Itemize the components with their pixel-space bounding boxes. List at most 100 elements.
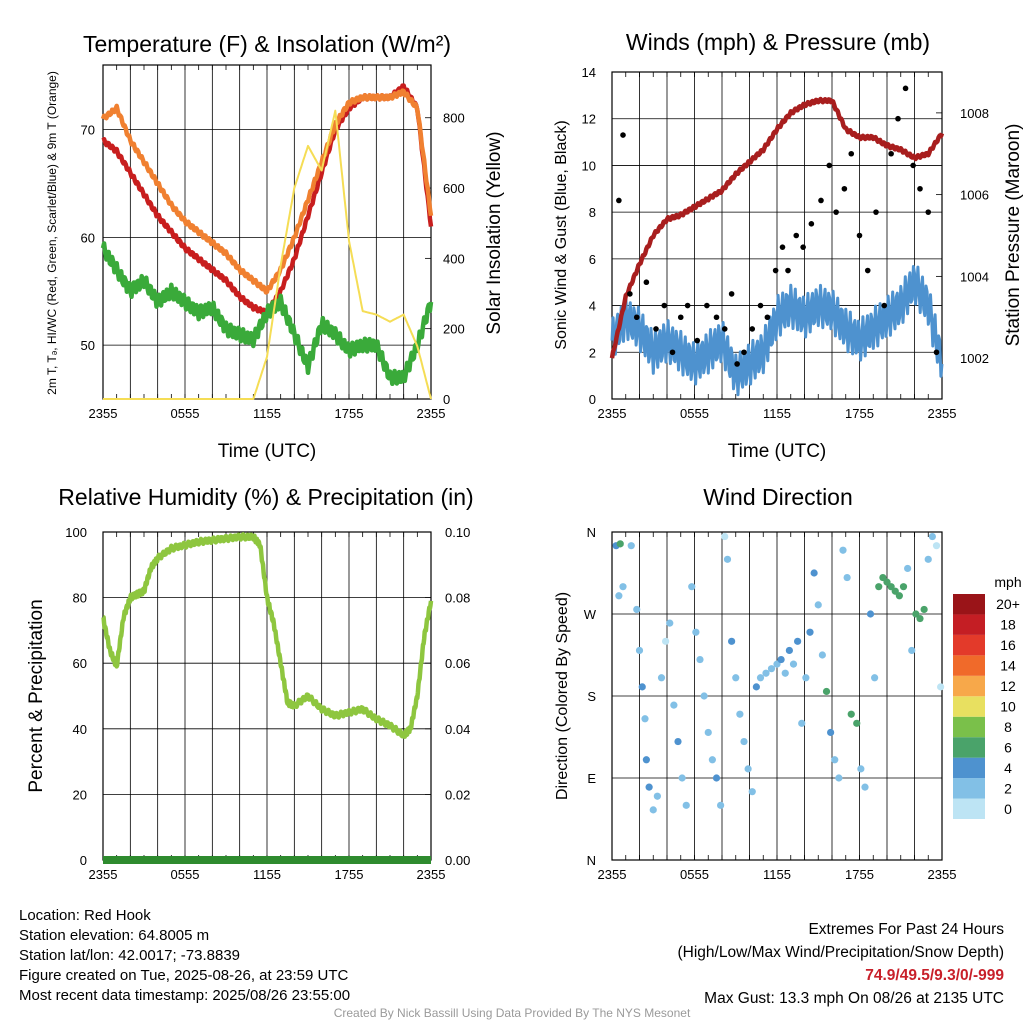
gust-point: [620, 132, 626, 138]
colorbar-swatch: [953, 675, 985, 697]
colorbar-level-label: 20+: [996, 596, 1020, 612]
direction-point: [688, 583, 696, 591]
series-line-solar: [103, 109, 432, 400]
direction-point: [789, 660, 798, 668]
panel-2: 2355 0555 1155 1755 235502468101214100210041…: [553, 29, 1024, 462]
direction-point: [744, 765, 752, 773]
x-tick-label: 2355: [598, 406, 627, 421]
station-elevation: Station elevation: 64.8005 m: [19, 927, 210, 944]
gust-point: [826, 162, 833, 169]
y-right-tick-label: 600: [443, 181, 465, 196]
direction-point: [732, 674, 740, 682]
x-tick-label: 2355: [89, 406, 118, 421]
colorbar-swatch: [953, 614, 985, 635]
y-tick-label: S: [587, 689, 596, 704]
direction-point: [777, 655, 785, 664]
gust-point: [925, 209, 932, 215]
y-tick-label: W: [584, 607, 597, 622]
y-tick-label: 6: [589, 252, 596, 267]
direction-point: [633, 605, 641, 614]
y-tick-label: E: [587, 771, 596, 786]
chart-title: Temperature (F) & Insolation (W/m²): [83, 31, 451, 57]
gust-point: [627, 291, 633, 297]
y-axis-title: 2m T, Tₔ, HI/WC (Red, Green, Scarlet/Blu…: [45, 71, 59, 395]
direction-point: [843, 573, 851, 582]
panel-3: 2355 0555 1155 1755 23550204060801000.000.02…: [26, 484, 474, 882]
direction-point: [773, 660, 781, 668]
gust-point: [848, 150, 855, 157]
colorbar-level-label: 6: [1004, 739, 1012, 755]
direction-point: [866, 610, 875, 618]
x-tick-label: 0555: [171, 867, 200, 882]
direction-point: [712, 774, 721, 782]
direction-point: [822, 687, 831, 696]
gust-point: [873, 209, 879, 215]
x-tick-label: 2355: [417, 867, 446, 882]
y-tick-label: 10: [582, 158, 596, 173]
figure-created: Figure created on Tue, 2025-08-26, at 23…: [19, 967, 349, 984]
colorbar-level-label: 16: [1000, 637, 1016, 653]
y-right-tick-label: 0.02: [445, 787, 470, 802]
colorbar-swatch: [953, 634, 985, 656]
direction-point: [932, 542, 941, 550]
direction-point: [798, 719, 806, 727]
gust-point: [841, 185, 848, 192]
direction-point: [853, 719, 861, 727]
gust-point: [808, 221, 815, 227]
direction-point: [839, 546, 847, 554]
series-line-td: [100, 241, 434, 387]
gust-point: [895, 115, 901, 122]
colorbar-level-label: 14: [1000, 658, 1016, 674]
direction-point: [767, 665, 776, 673]
gust-point: [653, 326, 659, 332]
direction-point: [912, 610, 920, 618]
gust-point: [888, 150, 894, 157]
y-axis-title: Direction (Colored By Speed): [554, 592, 571, 800]
extremes-block: Extremes For Past 24 Hours (High/Low/Max…: [678, 918, 1005, 1010]
direction-point: [736, 710, 744, 718]
y-tick-label: 20: [73, 787, 87, 802]
y-tick-label: 60: [73, 656, 87, 671]
y-right-tick-label: 800: [443, 111, 465, 126]
direction-point: [704, 728, 712, 737]
credit-line: Created By Nick Bassill Using Data Provi…: [333, 1006, 691, 1020]
gust-point: [779, 244, 786, 250]
direction-point: [835, 774, 843, 782]
gust-point: [785, 267, 791, 274]
gust-point: [818, 197, 824, 204]
gust-point: [772, 267, 779, 274]
y-right-tick-label: 1004: [960, 269, 989, 284]
direction-point: [887, 583, 895, 591]
x-tick-label: 1755: [845, 867, 874, 882]
direction-point: [871, 674, 879, 682]
x-tick-label: 2355: [598, 867, 627, 882]
colorbar-swatch: [953, 798, 985, 819]
y-axis-title: Percent & Precipitation: [26, 599, 47, 792]
colorbar-swatch: [953, 757, 985, 779]
direction-point: [674, 737, 682, 746]
gust-point: [616, 197, 622, 204]
gust-point: [728, 291, 735, 297]
gust-point: [864, 267, 871, 274]
gust-point: [902, 85, 909, 92]
direction-point: [740, 737, 748, 746]
series-line-9mt: [100, 88, 434, 295]
direction-point: [642, 756, 650, 764]
gust-point: [749, 326, 756, 332]
direction-point: [785, 646, 793, 655]
gust-point: [793, 232, 800, 239]
max-gust: Max Gust: 13.3 mph On 08/26 at 2135 UTC: [704, 990, 1004, 1007]
x-tick-label: 1155: [763, 406, 791, 421]
station-location: Location: Red Hook: [19, 907, 151, 924]
y-axis-title: Sonic Wind & Gust (Blue, Black): [553, 120, 570, 349]
direction-point: [891, 587, 899, 595]
gust-point: [833, 209, 839, 215]
colorbar-swatch: [953, 778, 985, 799]
direction-point: [916, 614, 924, 623]
direction-point: [641, 715, 649, 723]
direction-point: [721, 532, 729, 541]
x-tick-label: 1755: [335, 867, 364, 882]
gust-point: [713, 314, 720, 321]
